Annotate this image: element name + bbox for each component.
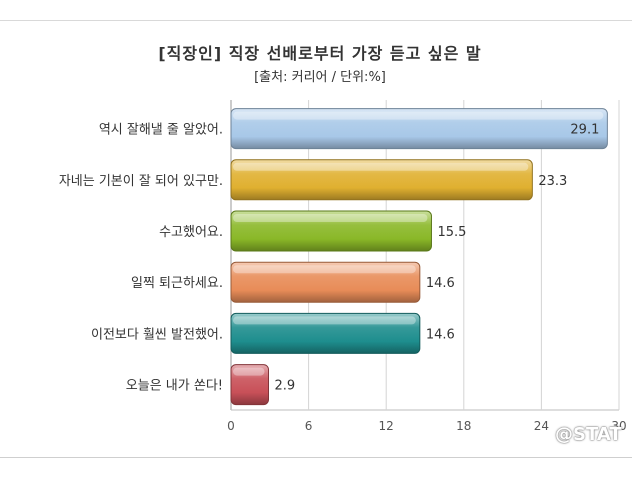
bar — [230, 261, 421, 303]
value-label: 15.5 — [437, 225, 466, 240]
x-tick-label: 30 — [611, 419, 626, 433]
chart-title: [직장인] 직장 선배로부터 가장 듣고 싶은 말 — [158, 44, 482, 63]
category-label: 수고했어요. — [159, 224, 223, 240]
bar-highlight — [233, 214, 428, 222]
x-tick-label: 0 — [227, 419, 235, 433]
bar-highlight — [233, 316, 416, 325]
category-label: 오늘은 내가 쏜다! — [126, 379, 223, 394]
category-label: 이전보다 훨씬 발전했어. — [91, 326, 223, 342]
bar — [230, 210, 432, 252]
bar-highlight — [233, 367, 265, 376]
x-tick-label: 12 — [379, 419, 394, 433]
x-tick-label: 24 — [534, 419, 549, 433]
bar — [230, 159, 533, 201]
bar — [230, 364, 270, 406]
chart-subtitle: [출처: 커리어 / 단위:%] — [254, 70, 386, 85]
category-label: 역시 잘해낼 줄 알았어. — [99, 123, 223, 138]
bars — [230, 108, 608, 406]
bar — [230, 108, 608, 150]
value-label: 23.3 — [538, 174, 567, 189]
category-label: 자네는 기본이 잘 되어 있구만. — [59, 174, 223, 189]
bar-highlight — [233, 162, 529, 171]
value-label: 14.6 — [426, 327, 455, 342]
x-tick-label: 6 — [305, 419, 313, 433]
value-label: 2.9 — [275, 379, 296, 394]
value-label: 14.6 — [426, 276, 455, 291]
bar-highlight — [233, 111, 604, 120]
watermark: @STAT — [555, 424, 622, 445]
category-label: 일찍 퇴근하세요. — [131, 276, 223, 291]
value-label: 29.1 — [570, 123, 599, 138]
labels: 0 6 12 18 24 30 역시 잘해낼 줄 알았어. 29.1 자네는 기본이 잘 되어 … — [59, 123, 627, 433]
bar — [230, 312, 421, 354]
grid-lines — [230, 100, 620, 411]
x-tick-label: 18 — [456, 419, 471, 433]
bar-highlight — [233, 265, 416, 274]
